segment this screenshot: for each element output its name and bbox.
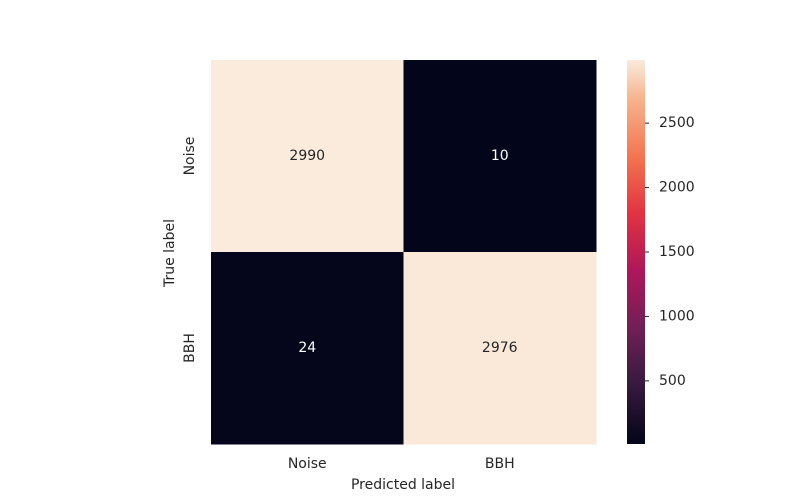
colorbar-tick-label: 2000 — [659, 180, 695, 196]
cell-annotation: 2976 — [482, 340, 518, 356]
y-axis-label: True label — [162, 219, 178, 288]
colorbar-tick-label: 2500 — [659, 115, 695, 131]
y-tick-label: BBH — [182, 333, 198, 363]
x-axis-label: Predicted label — [351, 477, 455, 493]
y-tick-label: Noise — [182, 137, 198, 176]
colorbar-tick-label: 1000 — [659, 308, 695, 324]
heatmap-cell — [403, 60, 597, 253]
x-tick-label: Noise — [288, 456, 327, 472]
colorbar — [627, 60, 645, 444]
x-tick-label: BBH — [485, 456, 515, 472]
heatmap-cell — [211, 252, 404, 445]
heatmap-cell — [403, 252, 597, 445]
colorbar-tick-label: 500 — [659, 373, 686, 389]
colorbar-tick-label: 1500 — [659, 244, 695, 260]
cell-annotation: 24 — [298, 340, 316, 356]
heatmap-cell — [211, 60, 404, 253]
cell-annotation: 10 — [491, 148, 509, 164]
cell-annotation: 2990 — [289, 148, 325, 164]
